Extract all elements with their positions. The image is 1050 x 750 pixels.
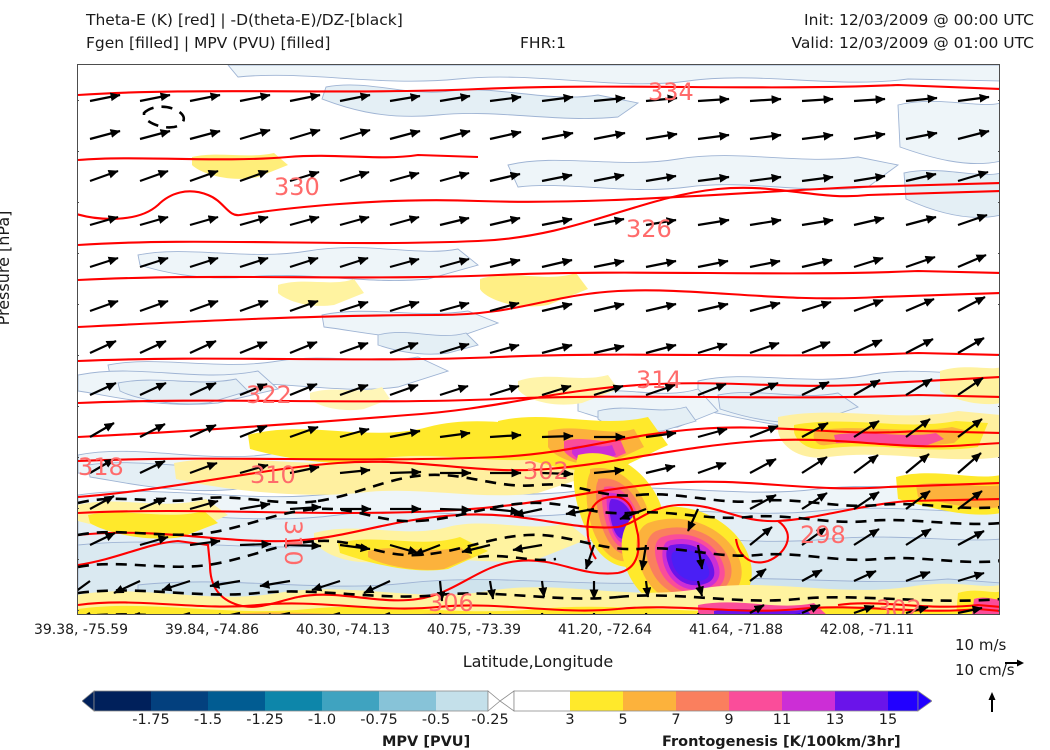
y-tick-right — [998, 355, 999, 357]
mpv-colorbar: -1.75 -1.5 -1.25 -1.0 -0.75 -0.5 -0.25 M… — [81, 690, 509, 750]
mpv-tick-label: -1.0 — [307, 712, 337, 728]
wind-key-arrow-icon — [1005, 659, 1024, 667]
x-axis-label: Latitude,Longitude — [462, 652, 614, 671]
fgen-tick-label: 9 — [724, 712, 734, 728]
x-tick-bottom — [868, 614, 869, 615]
contour-label-322: 322 — [246, 381, 292, 409]
wind-key-label: 10 m/s — [955, 636, 1007, 654]
mpv-tick-label: -1.5 — [193, 712, 223, 728]
fgen-colorbar-swatches — [499, 690, 933, 712]
x-tick-top — [82, 64, 83, 65]
x-tick-top — [213, 64, 214, 65]
x-tick-label: 39.38, -75.59 — [33, 622, 129, 638]
x-tick-bottom — [475, 614, 476, 615]
header-line-2: Fgen [filled] | MPV (PVU) [filled] — [86, 34, 331, 52]
mpv-tick-label: -0.25 — [471, 712, 509, 728]
contour-label-330: 330 — [274, 173, 320, 201]
x-tick-bottom — [344, 614, 345, 615]
x-tick-top — [737, 64, 738, 65]
header-line-1: Theta-E (K) [red] | -D(theta-E)/DZ-[blac… — [86, 11, 403, 29]
x-tick-top — [606, 64, 607, 65]
y-tick-right — [998, 457, 999, 459]
contour-label-326: 326 — [626, 215, 672, 243]
y-tick — [78, 457, 79, 459]
y-tick-right — [998, 610, 999, 612]
y-tick — [78, 304, 79, 306]
fgen-colorbar-title: Frontogenesis [K/100km/3hr] — [662, 734, 901, 750]
contour-label-302a: 302 — [523, 457, 569, 485]
y-tick — [78, 559, 79, 561]
y-tick — [78, 406, 79, 408]
fgen-tick-label: 11 — [772, 712, 792, 728]
y-tick — [78, 202, 79, 204]
mpv-tick-label: -1.75 — [132, 712, 170, 728]
cross-section-plot: 334 330 326 322 318 314 310 310 302 306 … — [77, 64, 1000, 615]
x-tick-top — [344, 64, 345, 65]
fgen-tick-label: 5 — [618, 712, 628, 728]
dtheta-dz-contours — [78, 105, 999, 614]
fgen-colorbar: 3 5 7 9 11 13 15 Frontogenesis [K/100km/… — [499, 690, 933, 750]
y-tick — [78, 610, 79, 612]
x-tick-bottom — [213, 614, 214, 615]
fgen-tick-label: 7 — [671, 712, 681, 728]
y-tick-right — [998, 304, 999, 306]
mpv-colorbar-title: MPV [PVU] — [382, 734, 471, 750]
y-tick — [78, 355, 79, 357]
x-tick-label: 41.20, -72.64 — [557, 622, 653, 638]
y-tick-right — [998, 100, 999, 102]
contour-label-310b: 310 — [279, 520, 307, 566]
y-axis-label: Pressure [hPa] — [0, 210, 13, 326]
x-tick-top — [475, 64, 476, 65]
y-tick — [78, 151, 79, 153]
fgen-tick-label: 3 — [565, 712, 575, 728]
init-time-label: Init: 12/03/2009 @ 00:00 UTC — [804, 11, 1034, 29]
y-tick — [78, 508, 79, 510]
y-tick-right — [998, 253, 999, 255]
x-tick-bottom — [82, 614, 83, 615]
forecast-hour-label: FHR:1 — [520, 34, 566, 52]
contour-label-334: 334 — [648, 78, 694, 106]
x-tick-label: 41.64, -71.88 — [688, 622, 784, 638]
contour-label-302b: 302 — [876, 595, 922, 615]
cross-section-svg: 334 330 326 322 318 314 310 310 302 306 … — [78, 65, 999, 615]
x-tick-label: 39.84, -74.86 — [164, 622, 260, 638]
contour-label-318: 318 — [78, 453, 124, 481]
mpv-tick-label: -0.75 — [360, 712, 398, 728]
y-tick-right — [998, 406, 999, 408]
theta-e-contour-labels: 334 330 326 322 318 314 310 310 302 306 … — [78, 78, 922, 615]
x-tick-bottom — [737, 614, 738, 615]
fgen-tick-label: 15 — [878, 712, 898, 728]
wind-vector-field — [78, 92, 990, 614]
contour-label-314: 314 — [636, 366, 682, 394]
y-tick-right — [998, 202, 999, 204]
x-tick-top — [868, 64, 869, 65]
mpv-tick-label: -0.5 — [421, 712, 451, 728]
y-tick — [78, 253, 79, 255]
x-tick-label: 42.08, -71.11 — [819, 622, 915, 638]
y-tick-right — [998, 508, 999, 510]
y-tick-right — [998, 559, 999, 561]
contour-label-298: 298 — [800, 521, 846, 549]
contour-label-310a: 310 — [250, 461, 296, 489]
x-tick-bottom — [606, 614, 607, 615]
valid-time-label: Valid: 12/03/2009 @ 01:00 UTC — [791, 34, 1034, 52]
omega-key-label: 10 cm/s — [955, 661, 1015, 679]
mpv-tick-label: -1.25 — [246, 712, 284, 728]
omega-key-arrow-icon — [988, 692, 996, 712]
y-tick-right — [998, 151, 999, 153]
fgen-tick-label: 13 — [825, 712, 845, 728]
y-tick — [78, 100, 79, 102]
x-tick-label: 40.30, -74.13 — [295, 622, 391, 638]
contour-label-306: 306 — [428, 589, 474, 615]
mpv-colorbar-swatches — [81, 690, 501, 712]
x-tick-label: 40.75, -73.39 — [426, 622, 522, 638]
